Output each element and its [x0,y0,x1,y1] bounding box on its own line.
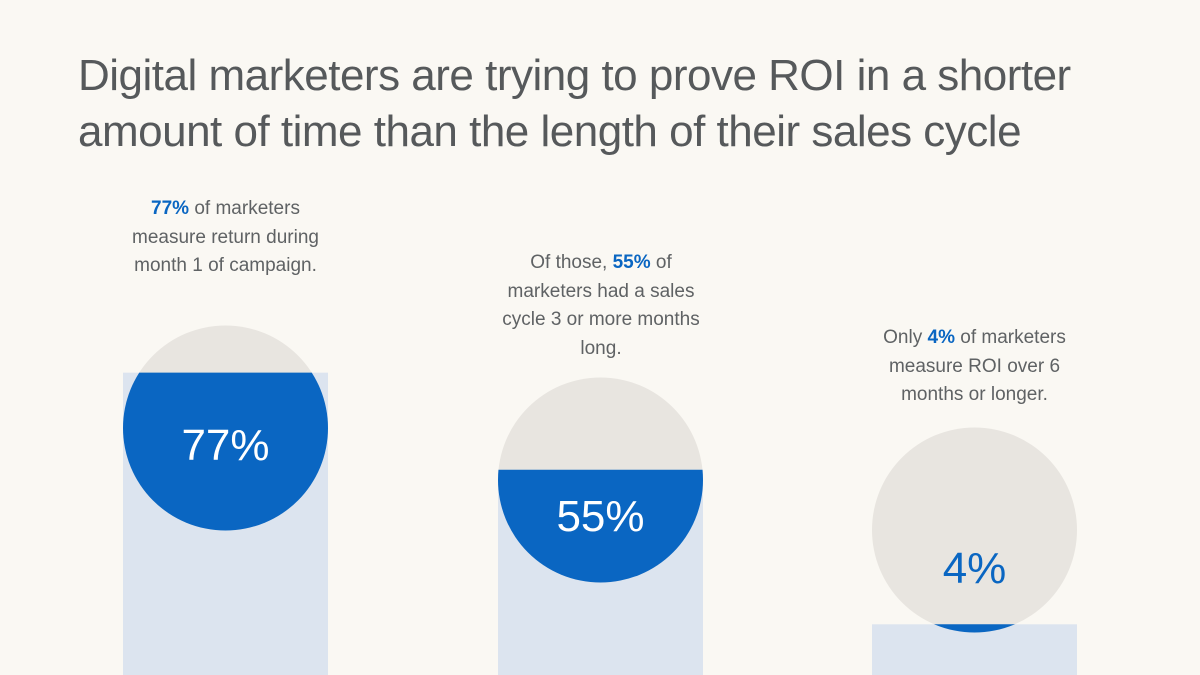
bar [872,624,1077,675]
stat-highlight: 55% [612,252,651,273]
circle-fill [934,624,1015,633]
percent-label: 4% [943,544,1007,593]
page-title: Digital marketers are trying to prove RO… [78,51,1071,156]
percent-label: 55% [556,492,644,541]
stat-highlight: 77% [151,198,190,219]
stat-highlight: 4% [927,327,955,348]
stat-graphic: 55% [498,377,703,675]
stat-caption: 77% of marketers measure return during m… [132,198,319,276]
stat-caption: Only 4% of marketers measure ROI over 6 … [883,327,1066,405]
percent-label: 77% [181,421,269,470]
stat-caption: Of those, 55% of marketers had a sales c… [502,252,700,359]
circle-track [872,427,1077,633]
circle-fill [123,372,328,531]
stat-graphic: 77% [123,325,328,675]
stat-graphic: 4% [872,427,1077,675]
circle-fill [498,469,703,583]
